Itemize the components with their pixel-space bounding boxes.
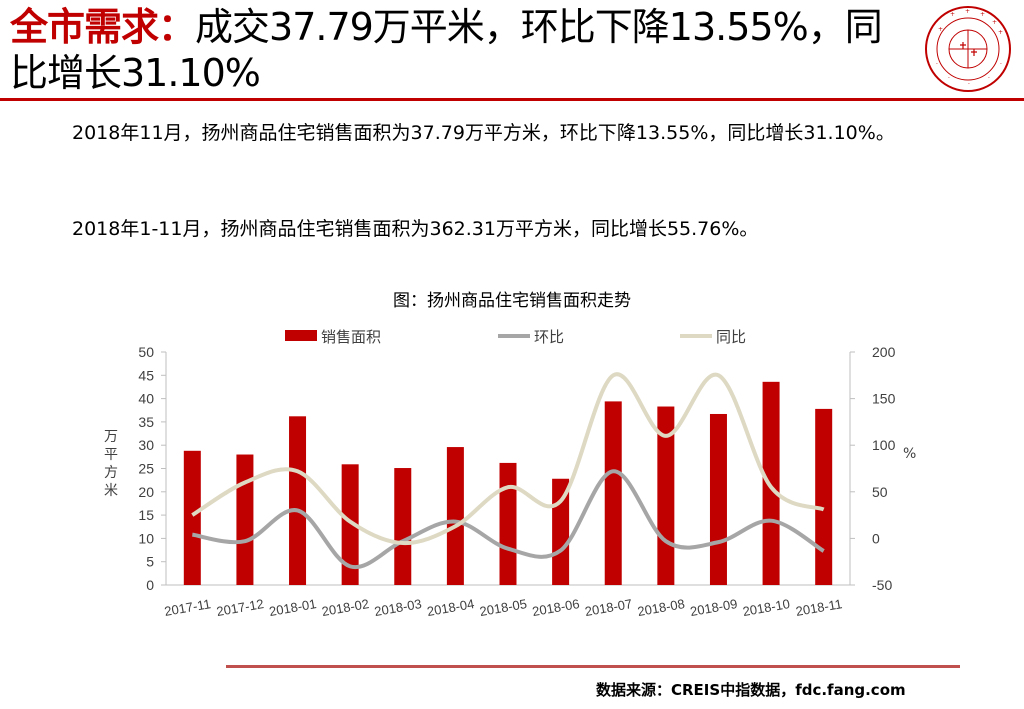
y-tick-label-left: 10 xyxy=(138,530,154,546)
bar-sales-area xyxy=(394,468,412,585)
svg-text:+: + xyxy=(938,26,943,33)
y-tick-label-left: 35 xyxy=(138,414,154,430)
y-tick-label-right: 0 xyxy=(872,530,880,546)
x-tick-label: 2018-06 xyxy=(531,596,581,619)
chart-title: 图：扬州商品住宅销售面积走势 xyxy=(393,291,631,311)
y-tick-label-left: 25 xyxy=(138,461,154,477)
svg-text:·: · xyxy=(988,75,990,82)
y-tick-label-right: 200 xyxy=(872,344,896,360)
y-axis-label-right: % xyxy=(903,446,917,462)
bar-sales-area xyxy=(446,447,464,585)
svg-text:+: + xyxy=(998,29,1003,36)
x-tick-label: 2018-11 xyxy=(795,596,844,619)
y-tick-label-right: 150 xyxy=(872,391,896,407)
svg-text:+: + xyxy=(992,19,997,26)
svg-text:·: · xyxy=(948,75,950,82)
y-tick-label-left: 45 xyxy=(138,367,154,383)
legend-label: 环比 xyxy=(534,328,564,346)
summary-paragraph-monthly: 2018年11月，扬州商品住宅销售面积为37.79万平方米，环比下降13.55%… xyxy=(72,122,895,144)
bar-sales-area xyxy=(762,381,780,585)
legend-label: 同比 xyxy=(716,328,746,346)
summary-paragraph-ytd: 2018年1-11月，扬州商品住宅销售面积为362.31万平方米，同比增长55.… xyxy=(72,218,759,240)
line-yoy xyxy=(191,372,825,546)
y-tick-label-right: 50 xyxy=(872,484,888,500)
legend-label: 销售面积 xyxy=(321,328,381,346)
data-source: 数据来源：CREIS中指数据，fdc.fang.com xyxy=(596,681,906,699)
y-tick-label-left: 50 xyxy=(138,344,154,360)
x-tick-label: 2018-05 xyxy=(478,596,528,619)
x-tick-label: 2018-08 xyxy=(636,596,686,619)
x-tick-label: 2018-10 xyxy=(741,596,791,619)
bar-sales-area xyxy=(236,454,254,585)
x-tick-label: 2017-11 xyxy=(163,596,212,619)
page-title-rest: 成交37.79万平米，环比下降13.55%，同比增长31.10% xyxy=(10,5,883,95)
bar-sales-area xyxy=(604,401,622,585)
svg-text:·: · xyxy=(968,81,970,88)
y-tick-label-right: 100 xyxy=(872,437,896,453)
y-tick-label-left: 15 xyxy=(138,507,154,523)
academy-logo: ++ + +++ ··· ·· xyxy=(925,6,1011,92)
bar-sales-area xyxy=(815,408,833,585)
y-axis-label-left: 万平方米 xyxy=(104,429,118,499)
y-tick-label-right: -50 xyxy=(872,577,892,593)
footer-divider xyxy=(226,665,960,668)
x-tick-label: 2018-07 xyxy=(584,596,634,619)
title-divider xyxy=(0,98,1024,101)
svg-text:+: + xyxy=(950,11,955,18)
y-tick-label-left: 20 xyxy=(138,484,154,500)
x-tick-label: 2018-02 xyxy=(321,596,371,619)
bar-sales-area xyxy=(183,450,201,585)
y-tick-label-left: 0 xyxy=(146,577,154,593)
y-tick-label-left: 40 xyxy=(138,391,154,407)
svg-text:+: + xyxy=(980,11,985,18)
bar-sales-area xyxy=(341,464,359,585)
page-title-accent: 全市需求： xyxy=(10,5,196,49)
page-title: 全市需求：成交37.79万平米，环比下降13.55%，同比增长31.10% xyxy=(10,4,910,96)
bar-sales-area xyxy=(709,413,727,585)
line-mom xyxy=(191,469,825,570)
bar-sales-area xyxy=(657,406,675,585)
x-tick-label: 2018-03 xyxy=(373,596,423,619)
y-tick-label-left: 5 xyxy=(146,554,154,570)
svg-text:+: + xyxy=(965,8,970,15)
svg-text:·: · xyxy=(1000,61,1002,68)
x-tick-label: 2018-01 xyxy=(268,596,318,619)
svg-text:·: · xyxy=(936,61,938,68)
x-tick-label: 2018-04 xyxy=(426,596,476,619)
x-tick-label: 2017-12 xyxy=(215,596,265,619)
legend-swatch-bar xyxy=(285,330,317,341)
bar-sales-area xyxy=(499,462,517,585)
bar-sales-area xyxy=(289,416,307,585)
x-tick-label: 2018-09 xyxy=(689,596,739,619)
y-tick-label-left: 30 xyxy=(138,437,154,453)
